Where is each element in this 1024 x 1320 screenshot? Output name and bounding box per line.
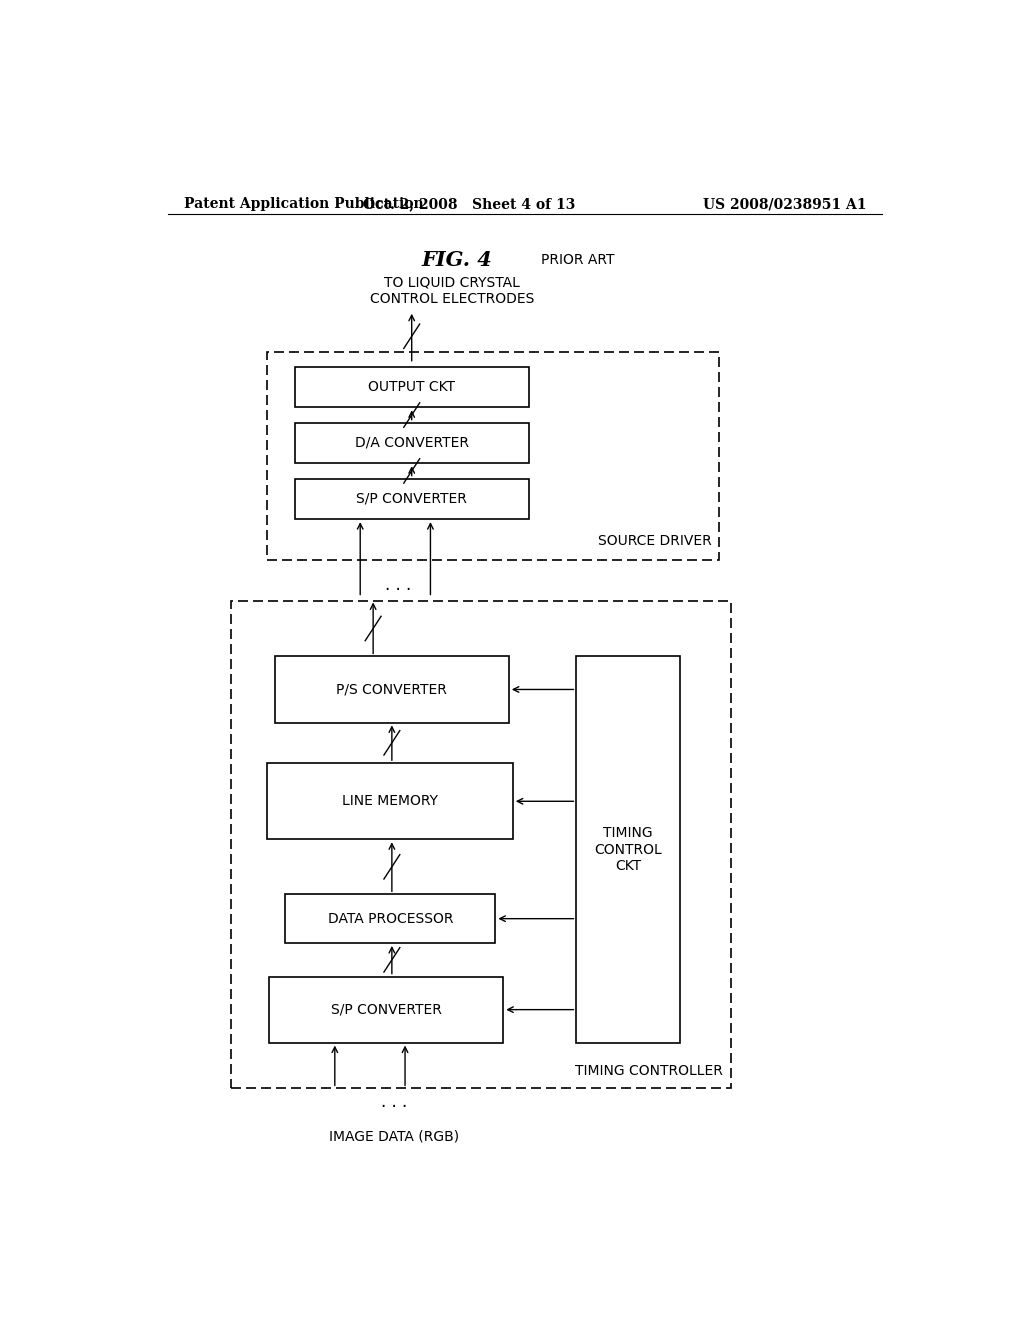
- Text: FIG. 4: FIG. 4: [422, 249, 493, 271]
- Bar: [295, 367, 528, 408]
- Text: US 2008/0238951 A1: US 2008/0238951 A1: [702, 197, 866, 211]
- Text: . . .: . . .: [385, 577, 411, 594]
- Text: Oct. 2, 2008   Sheet 4 of 13: Oct. 2, 2008 Sheet 4 of 13: [364, 197, 575, 211]
- Text: P/S CONVERTER: P/S CONVERTER: [337, 682, 447, 697]
- Text: . . .: . . .: [381, 1093, 407, 1110]
- Bar: [231, 601, 731, 1089]
- Text: D/A CONVERTER: D/A CONVERTER: [354, 436, 469, 450]
- Bar: [269, 977, 504, 1043]
- Bar: [267, 763, 513, 840]
- Text: S/P CONVERTER: S/P CONVERTER: [331, 1003, 441, 1016]
- Text: IMAGE DATA (RGB): IMAGE DATA (RGB): [329, 1129, 459, 1143]
- Text: PRIOR ART: PRIOR ART: [541, 253, 614, 267]
- Bar: [295, 422, 528, 463]
- Bar: [274, 656, 509, 722]
- Text: OUTPUT CKT: OUTPUT CKT: [369, 380, 456, 395]
- Bar: [295, 479, 528, 519]
- Text: TO LIQUID CRYSTAL
CONTROL ELECTRODES: TO LIQUID CRYSTAL CONTROL ELECTRODES: [370, 276, 535, 306]
- Text: TIMING
CONTROL
CKT: TIMING CONTROL CKT: [594, 826, 662, 873]
- Bar: [267, 351, 719, 560]
- Text: LINE MEMORY: LINE MEMORY: [342, 795, 438, 808]
- Text: Patent Application Publication: Patent Application Publication: [183, 197, 423, 211]
- Text: DATA PROCESSOR: DATA PROCESSOR: [328, 912, 453, 925]
- Text: SOURCE DRIVER: SOURCE DRIVER: [598, 533, 712, 548]
- Bar: [577, 656, 680, 1043]
- Bar: [285, 894, 496, 942]
- Text: S/P CONVERTER: S/P CONVERTER: [356, 492, 467, 506]
- Text: TIMING CONTROLLER: TIMING CONTROLLER: [575, 1064, 723, 1078]
